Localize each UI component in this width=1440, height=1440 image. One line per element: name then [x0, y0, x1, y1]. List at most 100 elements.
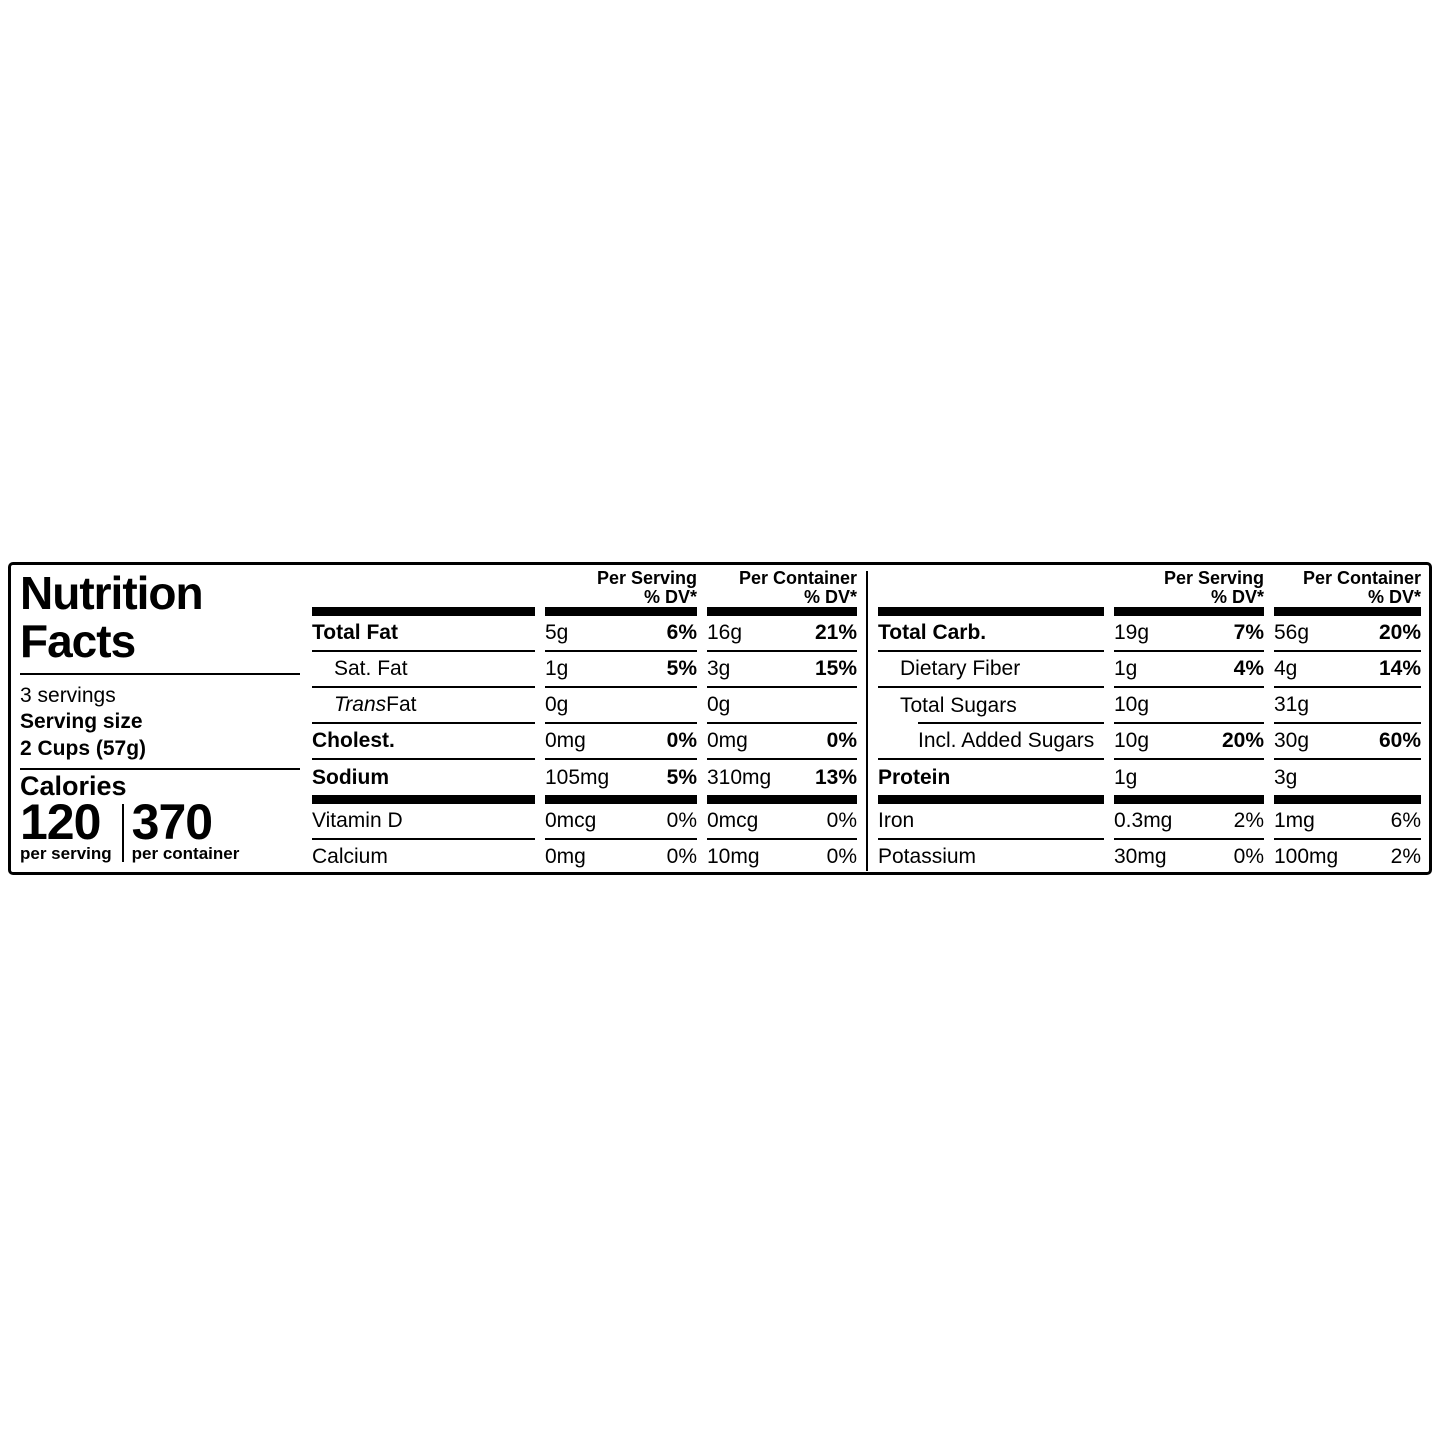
thick-bar [312, 607, 535, 616]
panel-divider [866, 571, 868, 871]
per-container-cell: 4g 14% [1274, 652, 1421, 688]
nutrient-name: Dietary Fiber [878, 652, 1104, 688]
dv-header-text: % DV* [803, 587, 857, 607]
amount-per-container: 3g [1274, 765, 1298, 789]
amount-per-container: 10mg [707, 845, 760, 868]
per-serving-cell: 0g [545, 688, 697, 724]
per-container-cell: 0mcg 0% [707, 804, 857, 840]
amount-per-container: 4g [1274, 657, 1298, 680]
amount-per-container: 0g [707, 693, 731, 716]
amount-per-container: 30g [1274, 729, 1310, 752]
per-serving-cell: 19g 7% [1114, 616, 1264, 652]
dv-per-serving: 0% [666, 729, 697, 752]
dv-per-serving: 6% [666, 621, 697, 644]
thick-bar [312, 795, 535, 804]
per-container-header: Per Container % DV* [707, 565, 857, 607]
per-serving-header: Per Serving % DV* [545, 565, 697, 607]
nutrient-name: Total Fat [312, 616, 535, 652]
label-summary-panel: Nutrition Facts 3 servings Serving size … [11, 565, 310, 872]
servings-count: 3 servings [20, 684, 116, 707]
per-serving-cell: 10g [1114, 688, 1264, 724]
header-spacer [878, 565, 1104, 607]
amount-per-serving: 19g [1114, 621, 1150, 644]
dv-per-container: 6% [1390, 809, 1421, 832]
thick-bar [707, 795, 857, 804]
dv-header-text: % DV* [1367, 587, 1421, 607]
dv-per-container: 21% [814, 621, 857, 644]
calories-per-serving: 120 per serving [20, 794, 112, 863]
per-serving-cell: 1g [1114, 760, 1264, 795]
amount-per-serving: 0.3mg [1114, 809, 1173, 832]
nutrient-name: Trans Fat [312, 688, 535, 724]
dv-per-container: 20% [1378, 621, 1421, 644]
amount-per-container: 3g [707, 657, 731, 680]
nutrition-facts-label: Nutrition Facts 3 servings Serving size … [8, 562, 1432, 875]
dv-per-container: 0% [826, 845, 857, 868]
header-spacer [312, 565, 535, 607]
per-serving-cell: 5g 6% [545, 616, 697, 652]
per-container-cell: 3g 15% [707, 652, 857, 688]
nutrient-name: Calcium [312, 845, 388, 868]
amount-per-container: 31g [1274, 693, 1310, 716]
calories-divider [121, 804, 124, 862]
per-container-cell: 56g 20% [1274, 616, 1421, 652]
title-line-1: Nutrition [20, 567, 204, 619]
dv-per-serving: 5% [666, 657, 697, 680]
nutrient-name: Total Carb. [878, 616, 1104, 652]
amount-per-serving: 5g [545, 621, 569, 644]
title-line-2: Facts [20, 615, 136, 667]
per-serving-header-text: Per Serving [1163, 568, 1264, 588]
per-serving-cell: 0mg 0% [545, 840, 697, 872]
thick-bar [545, 607, 697, 616]
calories-values: 120 per serving 370 per container [20, 794, 300, 863]
calories-per-container-value: 370 [131, 794, 213, 850]
dv-per-serving: 0% [666, 845, 697, 868]
per-serving-header-text: Per Serving [596, 568, 697, 588]
thick-bar [1274, 607, 1421, 616]
dv-per-serving: 5% [666, 765, 697, 789]
per-container-cell: 0g [707, 688, 857, 724]
amount-per-container: 0mcg [707, 809, 759, 832]
thick-bar [878, 607, 1104, 616]
serving-size-label: Serving size [20, 710, 143, 733]
divider-rule-bottom [20, 768, 300, 770]
dv-per-container: 15% [814, 657, 857, 680]
per-serving-header: Per Serving % DV* [1114, 565, 1264, 607]
per-container-cell: 0mg 0% [707, 724, 857, 760]
per-serving-cell: 30mg 0% [1114, 840, 1264, 872]
amount-per-container: 0mg [707, 729, 748, 752]
amount-per-serving: 1g [545, 657, 569, 680]
calories-per-serving-value: 120 [20, 794, 101, 850]
per-serving-cell: 105mg 5% [545, 760, 697, 795]
per-serving-cell: 1g 4% [1114, 652, 1264, 688]
amount-per-container: 56g [1274, 621, 1310, 644]
amount-per-serving: 0g [545, 693, 569, 716]
nutrient-name: Sat. Fat [312, 652, 535, 688]
calories-heading: Calories [20, 771, 127, 801]
dv-header-text: % DV* [643, 587, 697, 607]
per-container-cell: 31g [1274, 688, 1421, 724]
dv-per-container: 0% [826, 809, 857, 832]
nutrient-name: Cholest. [312, 724, 535, 760]
per-serving-cell: 0.3mg 2% [1114, 804, 1264, 840]
amount-per-serving: 10g [1114, 693, 1150, 716]
nutrient-name: Potassium [878, 845, 977, 868]
dv-per-serving: 2% [1233, 809, 1264, 832]
per-container-cell: 1mg 6% [1274, 804, 1421, 840]
thick-bar [1274, 795, 1421, 804]
amount-per-serving: 30mg [1114, 845, 1167, 868]
amount-per-serving: 0mcg [545, 809, 597, 832]
fat-nutrients-table: Per Serving % DV* Per Container % DV* To… [310, 565, 866, 872]
dv-per-serving: 0% [666, 809, 697, 832]
amount-per-container: 310mg [707, 765, 772, 789]
dv-header-text: % DV* [1210, 587, 1264, 607]
nutrient-name: Total Sugars [878, 688, 1104, 724]
nutrient-name: Vitamin D [312, 804, 535, 840]
per-serving-cell: 0mcg 0% [545, 804, 697, 840]
nutrient-name-rest: Fat [386, 693, 417, 716]
calories-per-serving-label: per serving [20, 844, 112, 863]
nutrient-name-italic: Trans [334, 693, 387, 716]
thick-bar [707, 607, 857, 616]
calories-per-container: 370 per container [131, 794, 240, 862]
